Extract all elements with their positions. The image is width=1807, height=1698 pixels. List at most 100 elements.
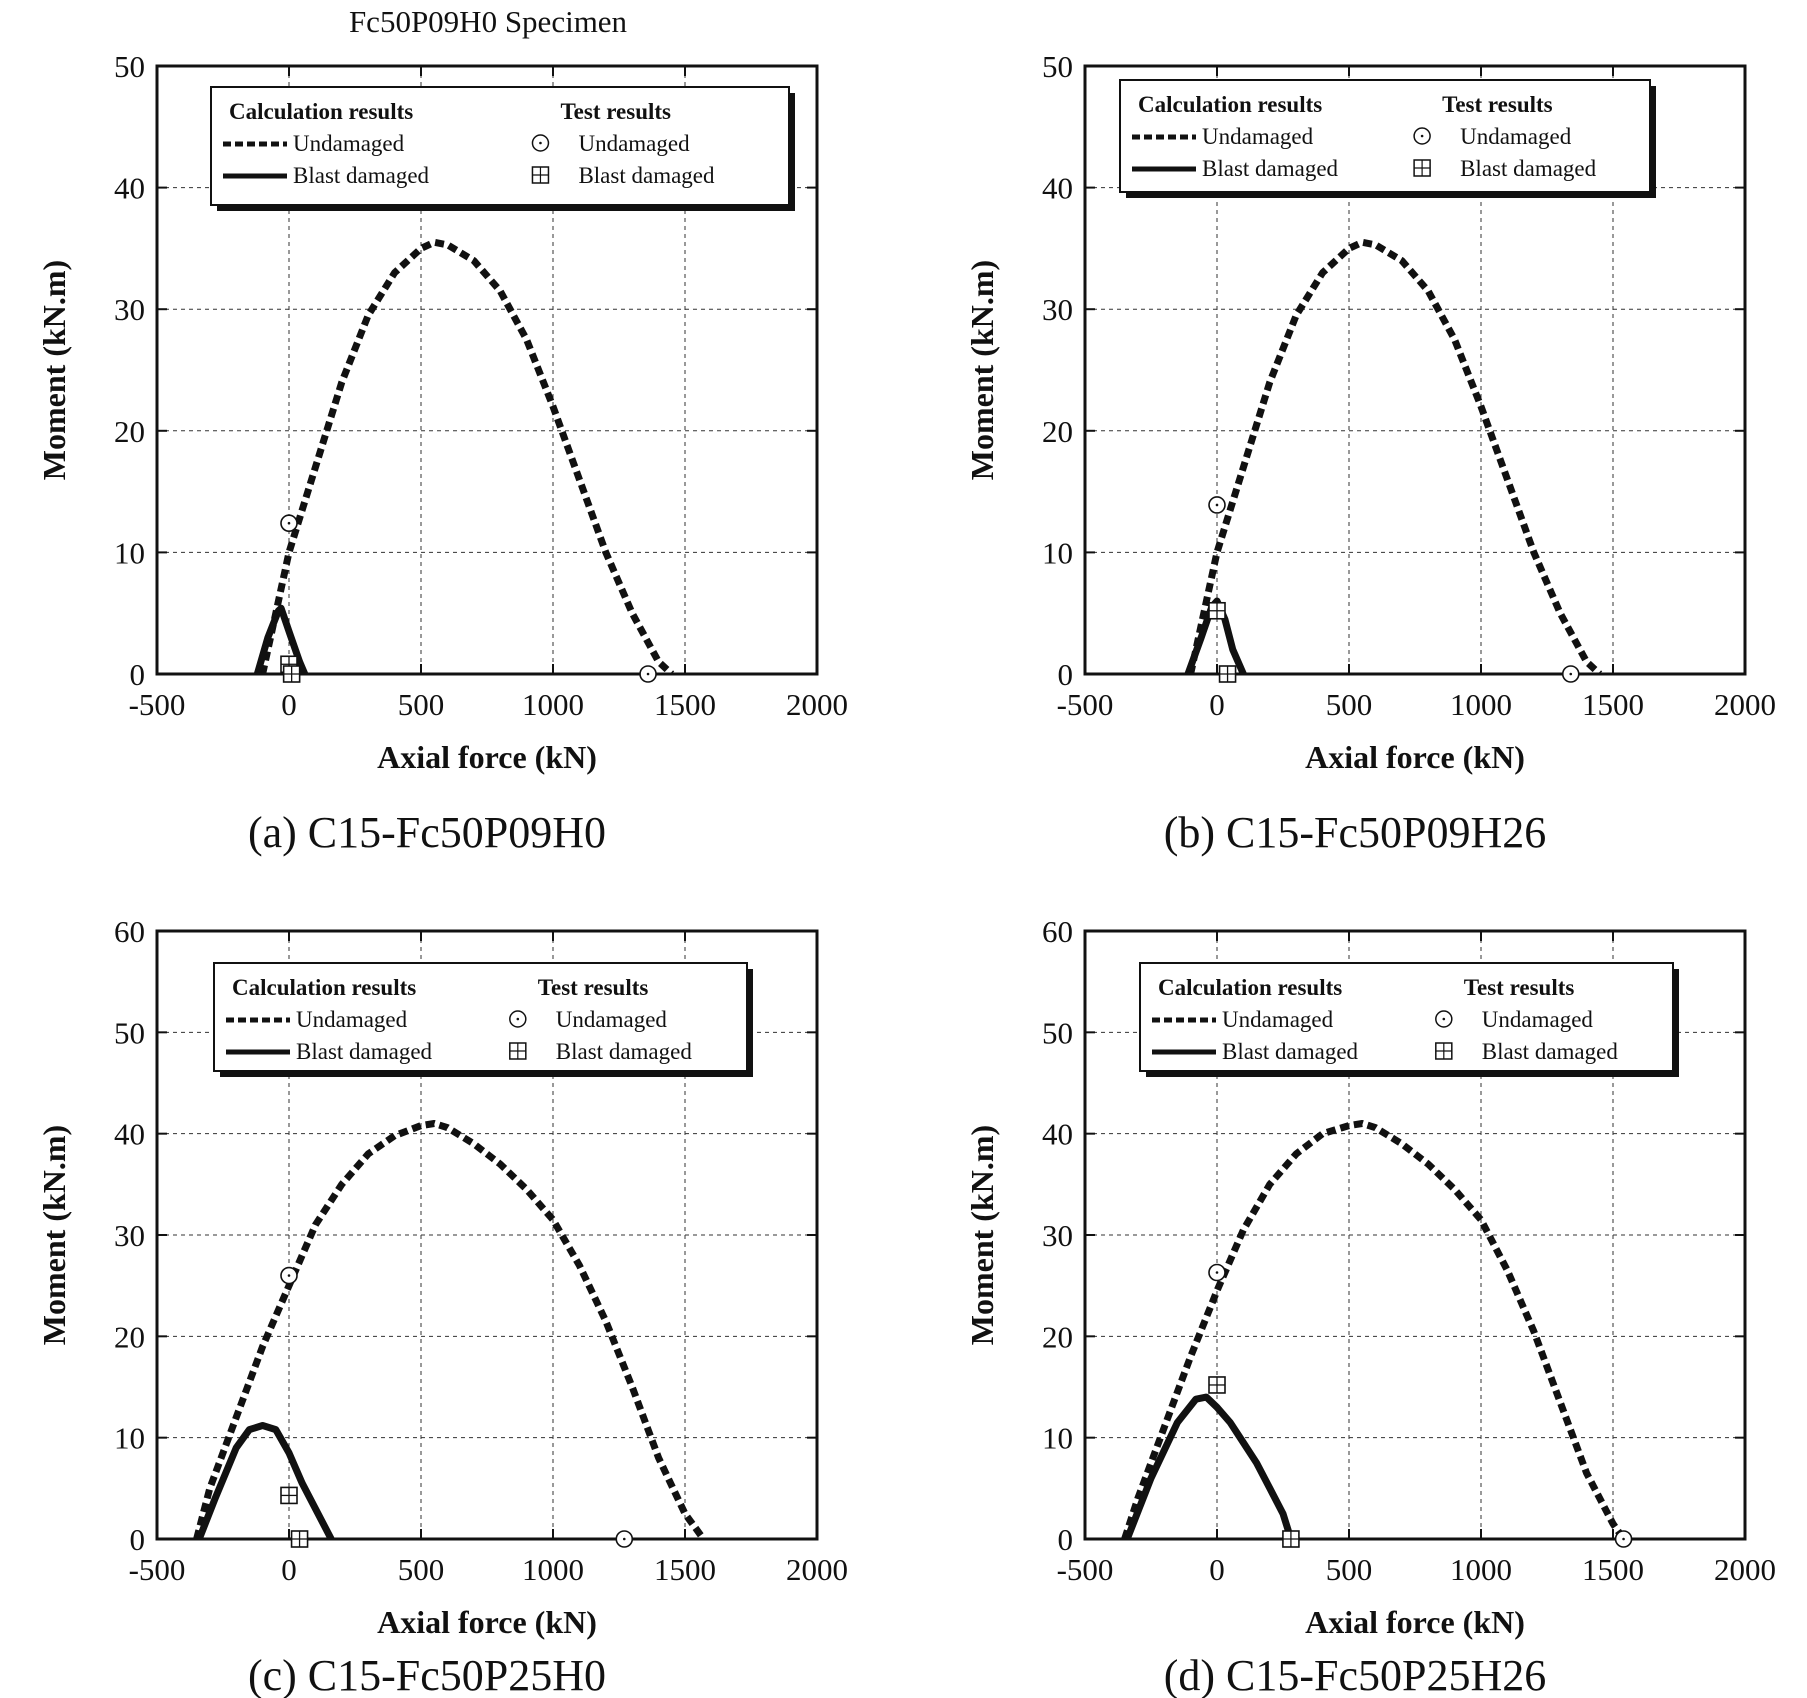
y-tick-label: 50 [114,1015,145,1050]
x-tick-label: 2000 [786,1552,848,1587]
y-tick-label: 30 [1042,292,1073,327]
panel-caption: (d) C15-Fc50P25H26 [1164,1651,1547,1698]
legend-box: Calculation results Test results Undamaged… [213,962,753,1077]
y-tick-label: 20 [114,1319,145,1354]
legend-frame [1139,962,1674,1072]
y-tick-label: 20 [1042,1319,1073,1354]
x-tick-label: -500 [129,1552,186,1587]
y-tick-label: 0 [130,657,146,692]
figure-title: Fc50P09H0 Specimen [349,4,628,39]
marker-test-undamaged [615,1530,634,1548]
series-line-calc-undamaged [259,238,675,674]
y-tick-label: 10 [114,535,145,570]
marker-test-undamaged [1208,496,1226,514]
y-tick-label: 30 [1042,1218,1073,1253]
y-tick-label: 20 [1042,414,1073,449]
x-tick-label: 0 [1209,1552,1225,1587]
x-tick-label: 1000 [1450,1552,1512,1587]
x-tick-label: 500 [398,1552,445,1587]
legend-label-test-blast-damaged: Blast damaged [556,1039,693,1064]
legend-label-test-undamaged: Undamaged [1482,1007,1594,1032]
x-tick-label: 2000 [1714,1552,1776,1587]
panel-caption: (a) C15-Fc50P09H0 [248,808,606,857]
x-axis-label: Axial force (kN) [377,739,597,775]
series-line-calc-blast-damaged [1184,597,1247,674]
legend-frame [1119,79,1651,193]
legend-heading-test: Test results [560,99,671,124]
y-tick-label: 10 [1042,1421,1073,1456]
y-tick-label: 10 [1042,535,1073,570]
legend-box: Calculation results Test results Undamaged… [210,86,795,211]
x-tick-label: 500 [398,687,445,722]
x-tick-label: 2000 [1714,687,1776,722]
series-line-calc-blast-damaged [195,1422,335,1539]
x-axis-label: Axial force (kN) [1305,739,1525,775]
panel-caption: (c) C15-Fc50P25H0 [248,1651,606,1698]
x-tick-label: 2000 [786,687,848,722]
legend-label-calc-blast-damaged: Blast damaged [296,1039,433,1064]
y-tick-label: 50 [1042,1015,1073,1050]
x-tick-label: 500 [1326,1552,1373,1587]
y-axis-label: Moment (kN.m) [964,1125,1000,1345]
legend-heading-test: Test results [1464,975,1575,1000]
plot-frame [1083,64,1747,676]
y-tick-label: 60 [114,914,145,949]
legend-marker-circle [1435,1010,1453,1028]
y-tick-label: 0 [1058,1522,1074,1557]
series-line-calc-undamaged [1187,238,1603,674]
legend-frame [213,962,748,1072]
y-tick-label: 10 [114,1421,145,1456]
x-tick-label: 0 [281,687,297,722]
plot-frame [155,64,819,676]
legend-label-test-blast-damaged: Blast damaged [1482,1039,1619,1064]
legend-heading-calculation: Calculation results [1158,975,1342,1000]
y-tick-label: 30 [114,292,145,327]
x-tick-label: 1500 [654,687,716,722]
y-tick-label: 50 [1042,49,1073,84]
y-tick-label: 0 [1058,657,1074,692]
legend-marker-square [531,166,550,184]
marker-test-blast-damaged [280,1486,298,1505]
legend-box: Calculation results Test results Undamaged… [1119,79,1656,198]
x-tick-label: 0 [1209,687,1225,722]
y-tick-label: 50 [114,49,145,84]
x-tick-label: 1500 [654,1552,716,1587]
legend-label-calc-undamaged: Undamaged [1202,124,1314,149]
legend-marker-circle [509,1010,527,1028]
legend-label-test-undamaged: Undamaged [1460,124,1572,149]
series-line-calc-undamaged [1121,1120,1627,1539]
legend-label-test-blast-damaged: Blast damaged [578,163,715,188]
series-line-calc-blast-damaged [253,604,309,674]
marker-test-blast-damaged [290,1530,309,1548]
marker-test-blast-damaged [1208,1376,1226,1394]
panel-caption: (b) C15-Fc50P09H26 [1164,808,1547,857]
x-axis-label: Axial force (kN) [377,1604,597,1640]
y-tick-label: 0 [130,1522,146,1557]
legend-heading-test: Test results [538,975,649,1000]
legend-label-test-blast-damaged: Blast damaged [1460,156,1597,181]
series-line-calc-undamaged [193,1120,707,1539]
marker-test-undamaged [1561,665,1580,683]
marker-test-blast-damaged [1208,601,1226,620]
y-tick-label: 40 [114,171,145,206]
x-tick-label: 0 [281,1552,297,1587]
legend-label-calc-undamaged: Undamaged [296,1007,408,1032]
x-tick-label: 1000 [522,1552,584,1587]
x-tick-label: 1500 [1582,687,1644,722]
legend-label-test-undamaged: Undamaged [556,1007,668,1032]
legend-marker-circle [531,134,550,152]
legend-heading-calculation: Calculation results [1138,92,1322,117]
marker-test-blast-damaged [282,665,301,683]
legend-label-calc-blast-damaged: Blast damaged [293,163,430,188]
y-axis-label: Moment (kN.m) [36,1125,72,1345]
x-tick-label: 1000 [522,687,584,722]
x-tick-label: 500 [1326,687,1373,722]
x-tick-label: -500 [1057,1552,1114,1587]
y-tick-label: 40 [1042,171,1073,206]
legend-heading-test: Test results [1442,92,1553,117]
legend-label-test-undamaged: Undamaged [578,131,690,156]
